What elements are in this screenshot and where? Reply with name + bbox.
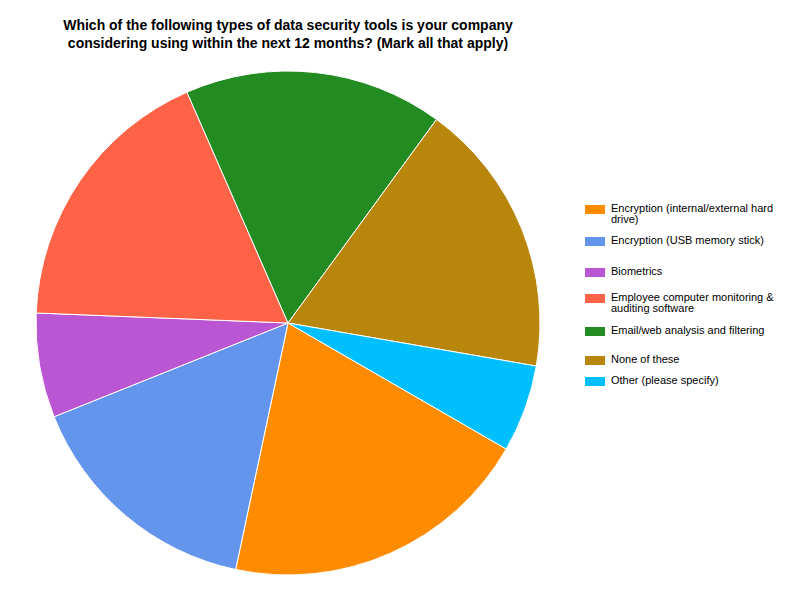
legend-entry: Encryption (USB memory stick) <box>585 235 776 246</box>
legend-label: Other (please specify) <box>611 374 719 386</box>
legend-entry: Other (please specify) <box>585 375 776 386</box>
chart-root: Which of the following types of data sec… <box>0 0 800 600</box>
legend-label: Email/web analysis and filtering <box>611 324 764 336</box>
legend-label: Encryption (USB memory stick) <box>611 234 764 246</box>
legend-entry: None of these <box>585 354 776 365</box>
legend-swatch <box>585 356 605 365</box>
legend-swatch <box>585 294 605 303</box>
slices <box>36 71 540 575</box>
pie-slice <box>288 323 536 449</box>
legend-label: Biometrics <box>611 265 662 277</box>
legend-entry: Biometrics <box>585 266 776 277</box>
legend-swatch <box>585 327 605 336</box>
pie-slice <box>36 313 288 417</box>
legend-label: Employee computer monitoring & auditing … <box>611 291 774 314</box>
legend-label: None of these <box>611 353 680 365</box>
legend-swatch <box>585 237 605 246</box>
chart-title: Which of the following types of data sec… <box>38 16 538 52</box>
legend-entry: Encryption (internal/external hard drive… <box>585 203 776 225</box>
legend-entry: Email/web analysis and filtering <box>585 325 776 336</box>
legend-entry: Employee computer monitoring & auditing … <box>585 292 776 314</box>
legend-label: Encryption (internal/external hard drive… <box>611 202 773 225</box>
legend-swatch <box>585 268 605 277</box>
legend-swatch <box>585 205 605 214</box>
legend-swatch <box>585 377 605 386</box>
